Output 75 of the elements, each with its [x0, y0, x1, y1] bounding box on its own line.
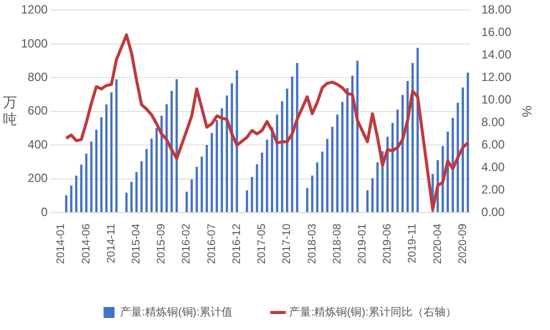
- bar: [316, 162, 318, 212]
- x-tick-label: 2016-12: [230, 224, 243, 264]
- bar: [341, 102, 344, 212]
- legend-label: 产量:精炼铜(铜):累计同比（右轴）: [289, 306, 456, 319]
- y-tick-label: 1200: [20, 2, 48, 17]
- bar: [331, 126, 334, 212]
- y2-tick-label: 10.00: [481, 92, 512, 106]
- x-tick-label: 2014-01: [55, 224, 68, 264]
- bar: [462, 87, 464, 212]
- y-tick-label: 200: [28, 171, 48, 186]
- bar: [186, 192, 188, 212]
- y2-tick-label: 0.00: [481, 204, 506, 219]
- bar: [80, 164, 82, 212]
- bar: [216, 120, 218, 212]
- bar: [65, 195, 68, 212]
- x-tick-label: 2014-06: [80, 224, 92, 264]
- y2-tick-label: 2.00: [481, 182, 506, 196]
- y2-tick-label: 18.00: [481, 2, 512, 17]
- bar: [412, 63, 414, 212]
- bar: [466, 72, 469, 212]
- x-tick-label: 2019-11: [406, 224, 419, 264]
- y-tick-label: 1000: [20, 36, 48, 50]
- x-tick-label: 2015-04: [130, 224, 143, 264]
- bar: [190, 179, 193, 212]
- y-axis-title: 万吨: [3, 94, 17, 127]
- bar: [70, 185, 72, 212]
- legend-label: 产量:精炼铜(铜):累计值: [120, 306, 233, 319]
- bar: [206, 144, 208, 212]
- bar: [176, 79, 178, 212]
- bar: [452, 118, 454, 212]
- bar: [311, 176, 314, 212]
- bar: [326, 138, 328, 212]
- bar: [456, 102, 459, 212]
- bar: [321, 152, 324, 212]
- bar: [286, 88, 288, 212]
- y-tick-label: 800: [28, 70, 48, 84]
- bar: [306, 188, 308, 212]
- x-tick-label: 2020-09: [456, 224, 469, 264]
- y-tick-label: 400: [28, 137, 48, 152]
- x-tick-label: 2019-01: [356, 224, 368, 264]
- x-tick-label: 2018-03: [306, 224, 318, 264]
- bar: [90, 141, 92, 212]
- bar: [346, 88, 348, 212]
- bar: [196, 166, 198, 212]
- y2-tick-label: 6.00: [481, 137, 506, 152]
- y2-axis-title: %: [520, 106, 535, 118]
- y-tick-label: 600: [28, 104, 48, 118]
- y2-tick-label: 14.00: [481, 47, 512, 62]
- y2-tick-label: 4.00: [481, 160, 506, 174]
- bar: [210, 133, 213, 212]
- x-tick-label: 2014-11: [105, 224, 118, 264]
- x-tick-label: 2020-04: [432, 224, 444, 264]
- x-tick-label: 2018-08: [331, 224, 344, 264]
- bar: [166, 104, 168, 212]
- bar: [200, 156, 203, 212]
- bar: [220, 108, 223, 212]
- y2-tick-label: 8.00: [481, 114, 506, 129]
- bar: [296, 63, 298, 212]
- bar: [75, 176, 78, 212]
- y-tick-label: 0: [41, 204, 48, 219]
- bar: [336, 114, 338, 212]
- bar: [416, 48, 419, 212]
- y2-tick-label: 16.00: [481, 25, 512, 40]
- y2-tick-label: 12.00: [481, 70, 512, 84]
- bar: [170, 90, 173, 212]
- x-tick-label: 2015-09: [156, 224, 168, 264]
- x-tick-label: 2017-10: [281, 224, 294, 264]
- x-tick-label: 2017-05: [256, 224, 268, 264]
- bar: [291, 76, 294, 212]
- bar: [100, 117, 102, 212]
- bar: [95, 130, 98, 212]
- bar: [85, 154, 88, 212]
- x-tick-label: 2019-06: [382, 224, 394, 264]
- x-tick-label: 2016-02: [180, 224, 193, 264]
- x-tick-label: 2016-07: [206, 224, 218, 264]
